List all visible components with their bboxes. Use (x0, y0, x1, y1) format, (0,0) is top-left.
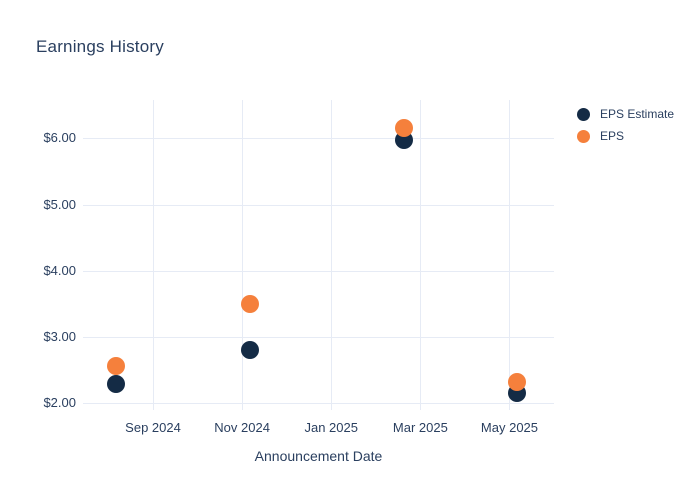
x-tick-label: May 2025 (480, 420, 539, 435)
legend-swatch-icon (577, 107, 590, 121)
legend-item-eps-estimate[interactable]: EPS Estimate (573, 103, 674, 125)
data-point-eps[interactable] (106, 357, 125, 376)
legend-item-label: EPS Estimate (600, 107, 675, 121)
data-point-eps-estimate[interactable] (240, 341, 259, 360)
legend: EPS Estimate EPS (573, 103, 674, 147)
x-tick-label: Jan 2025 (304, 420, 358, 435)
x-tick-label: Mar 2025 (392, 420, 448, 435)
gridline-vertical (331, 100, 333, 410)
gridline-horizontal (83, 403, 554, 405)
gridline-horizontal (83, 337, 554, 339)
gridline-horizontal (83, 138, 554, 140)
data-point-eps-estimate[interactable] (106, 375, 125, 394)
gridline-horizontal (83, 270, 554, 272)
y-tick-label: $4.00 (43, 262, 76, 278)
y-tick-label: $6.00 (43, 130, 76, 146)
legend-item-eps[interactable]: EPS (573, 125, 674, 147)
y-tick-label: $3.00 (43, 329, 76, 345)
plot-area[interactable] (83, 100, 554, 410)
y-tick-label: $5.00 (43, 196, 76, 212)
data-point-eps[interactable] (395, 118, 414, 137)
gridline-vertical (242, 100, 244, 410)
x-axis-title: Announcement Date (254, 448, 383, 464)
data-point-eps[interactable] (240, 294, 259, 313)
gridline-vertical (420, 100, 422, 410)
chart-title: Earnings History (36, 37, 164, 56)
data-point-eps[interactable] (507, 373, 526, 392)
y-tick-label: $2.00 (43, 395, 76, 411)
gridline-vertical (509, 100, 511, 410)
gridline-horizontal (83, 204, 554, 206)
x-tick-label: Sep 2024 (125, 420, 181, 435)
gridline-vertical (153, 100, 154, 410)
legend-swatch-icon (577, 129, 590, 143)
x-tick-label: Nov 2024 (214, 420, 270, 435)
legend-item-label: EPS (600, 129, 625, 143)
